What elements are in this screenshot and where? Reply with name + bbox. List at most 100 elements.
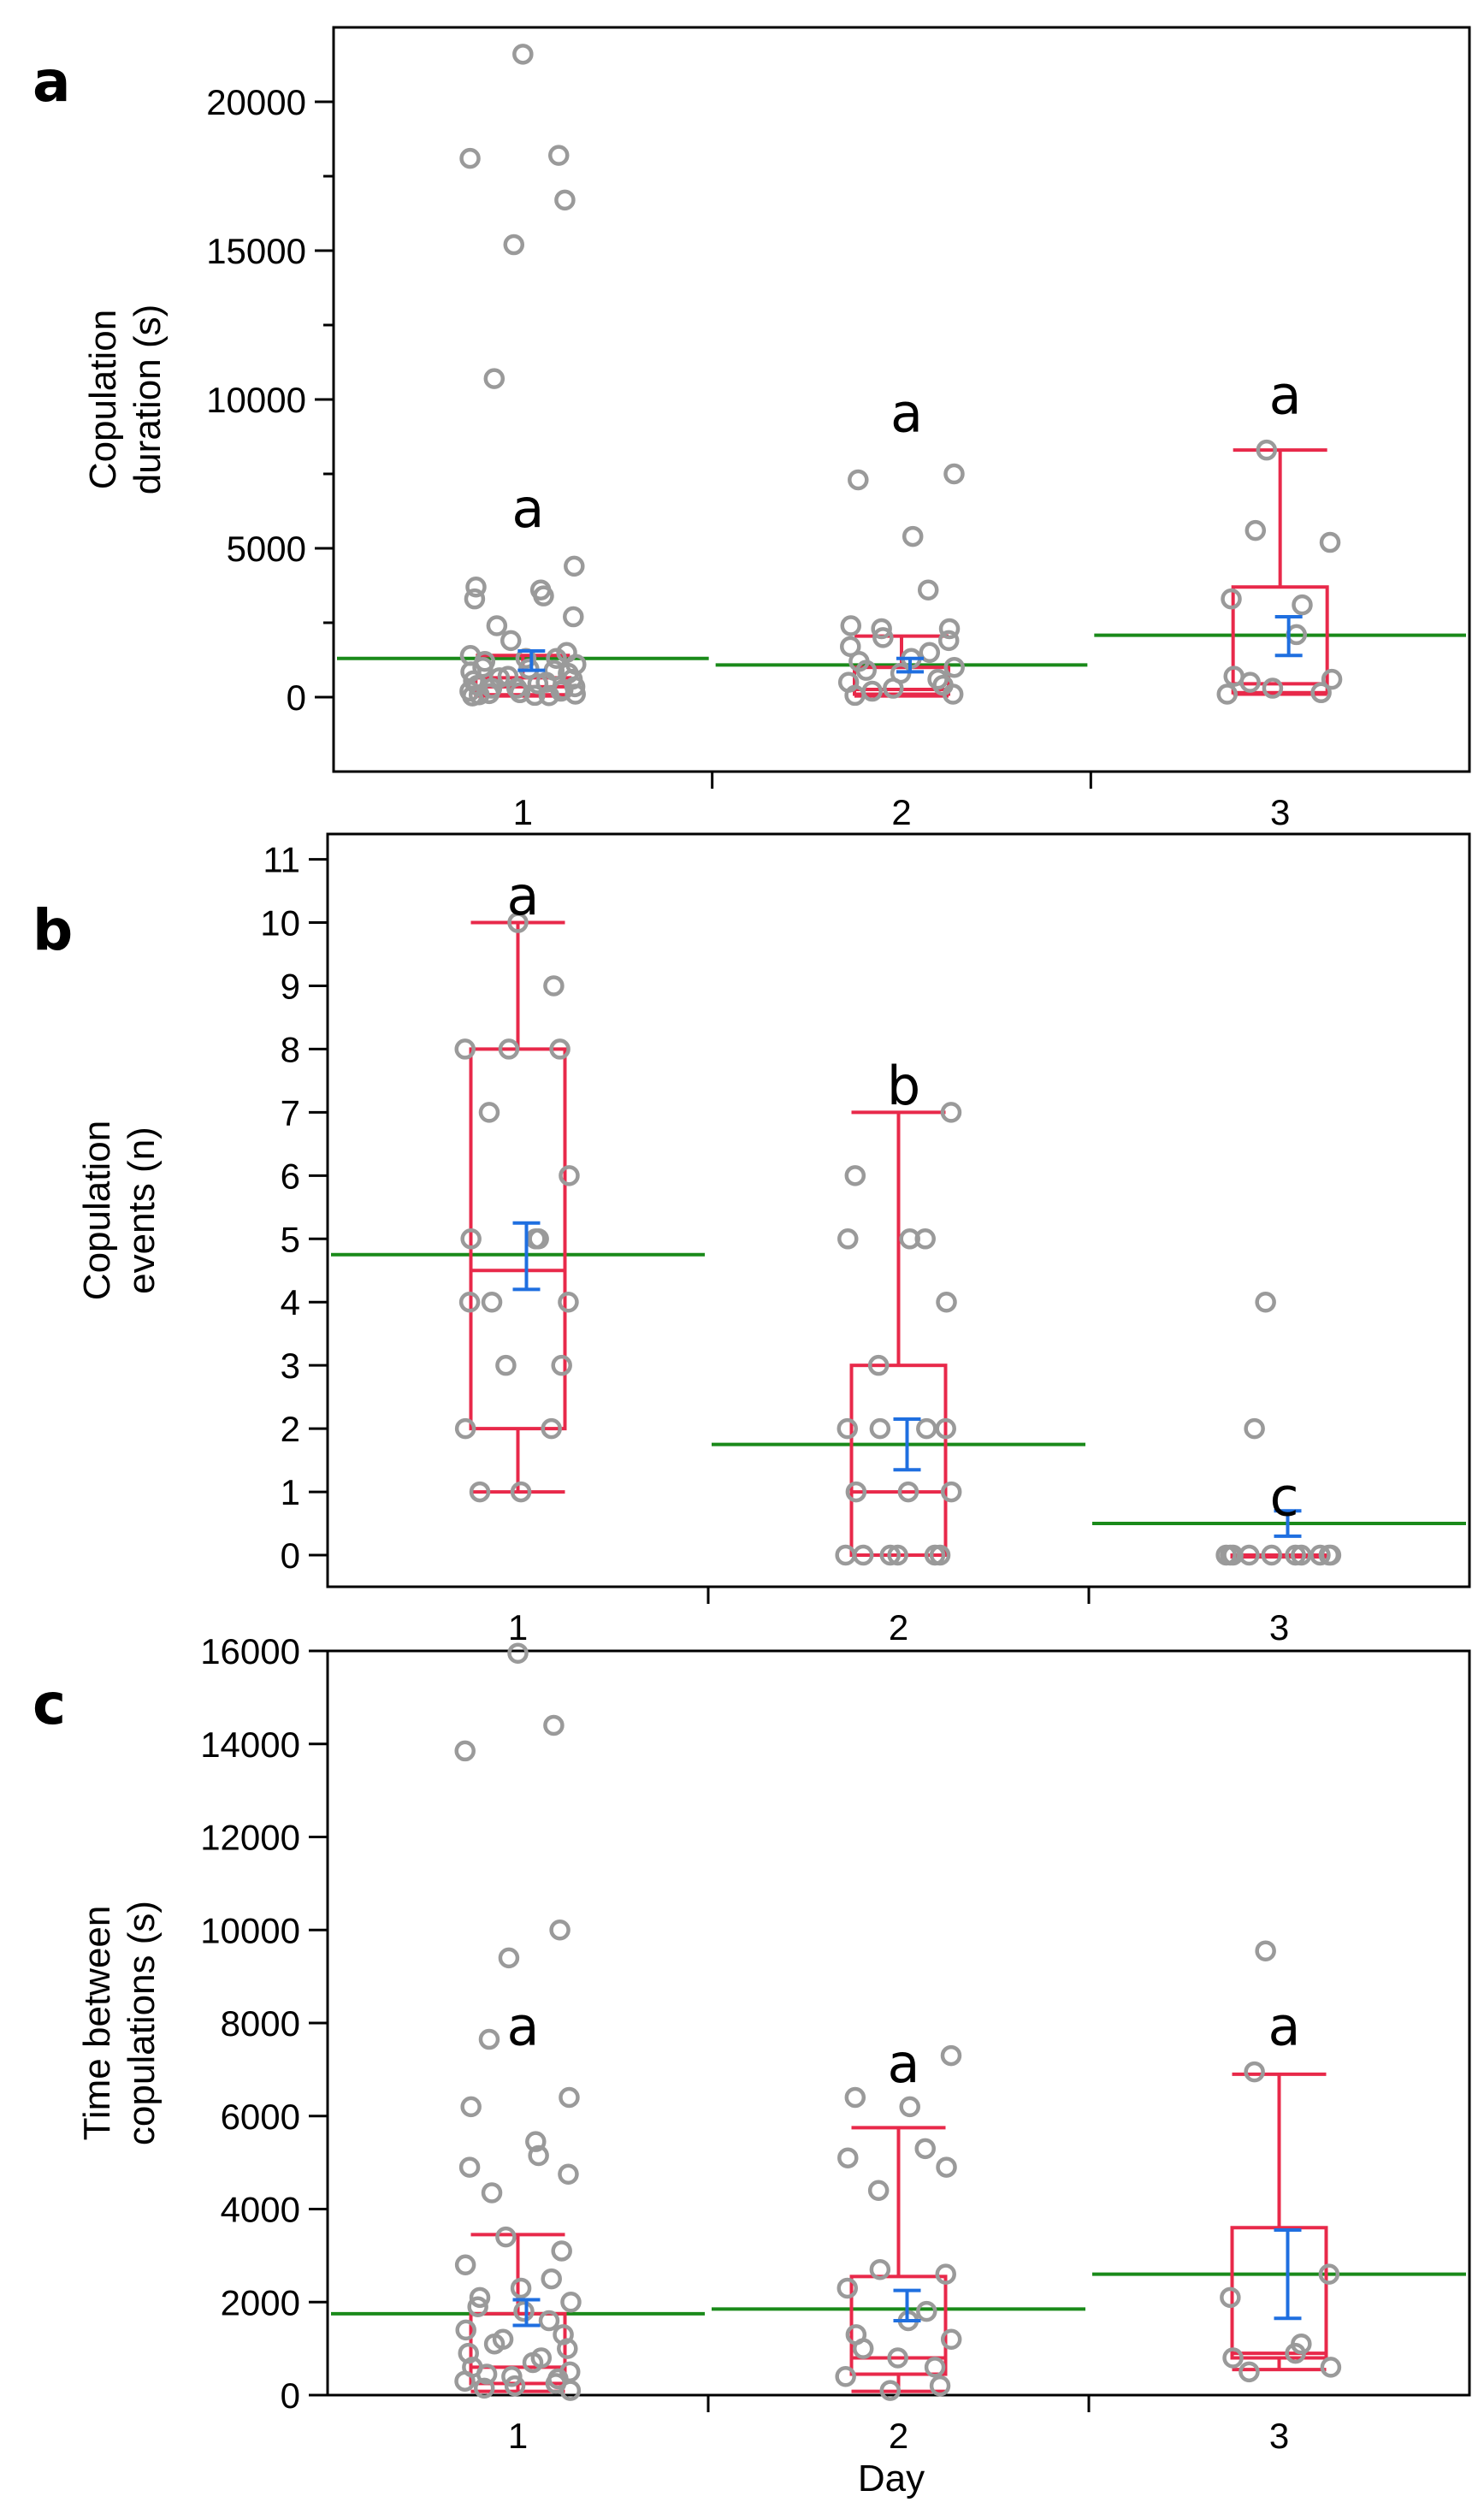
data-point xyxy=(522,2351,544,2374)
data-point xyxy=(565,683,586,705)
y-axis-title: Copulationduration (s) xyxy=(82,305,168,495)
data-point xyxy=(495,2226,517,2248)
data-point xyxy=(558,2163,579,2185)
data-point xyxy=(916,2300,937,2322)
data-point xyxy=(510,1481,532,1503)
data-point xyxy=(855,660,877,681)
y-tick-label: 10 xyxy=(260,903,300,944)
data-point xyxy=(510,2277,532,2299)
data-point xyxy=(455,2319,476,2341)
y-tick-label: 2 xyxy=(281,1409,300,1449)
data-point xyxy=(837,2277,859,2299)
data-point xyxy=(867,2180,890,2201)
data-point xyxy=(1261,1544,1282,1566)
data-point xyxy=(454,2254,476,2275)
data-point xyxy=(1215,1544,1237,1566)
data-point xyxy=(524,684,546,707)
data-point xyxy=(840,615,862,636)
data-point xyxy=(538,685,560,707)
data-point xyxy=(541,2268,562,2290)
data-point xyxy=(871,618,892,640)
y-tick-label: 16000 xyxy=(200,1631,300,1671)
data-point xyxy=(538,2310,560,2332)
significance-letter: b xyxy=(887,1055,920,1117)
data-point xyxy=(483,2333,505,2355)
data-point xyxy=(937,630,960,652)
data-point xyxy=(454,1417,476,1440)
significance-letter: a xyxy=(507,865,540,927)
data-point xyxy=(1239,671,1261,693)
data-point xyxy=(478,2028,500,2050)
y-axis-title: Time betweencopulations (s) xyxy=(76,1901,163,2145)
data-point xyxy=(498,1947,520,1969)
box-iqr xyxy=(1231,585,1329,695)
y-tick-label: 6 xyxy=(281,1156,300,1196)
data-point xyxy=(503,234,525,256)
data-point xyxy=(486,615,508,636)
x-tick-label: 2 xyxy=(891,792,911,832)
data-point xyxy=(454,2370,476,2392)
data-point xyxy=(525,2131,547,2152)
data-point xyxy=(835,1544,856,1566)
data-point xyxy=(1244,1417,1265,1440)
data-point xyxy=(869,1417,891,1440)
data-point xyxy=(551,1354,572,1376)
x-axis-title: Day xyxy=(858,2458,925,2499)
y-tick-label: 1 xyxy=(281,1472,300,1512)
data-point xyxy=(914,1228,936,1250)
data-point xyxy=(473,2377,495,2399)
data-point xyxy=(543,1714,565,1736)
data-point xyxy=(481,2182,503,2204)
data-point xyxy=(504,2375,526,2397)
data-point xyxy=(1320,2357,1342,2378)
y-tick-label: 8 xyxy=(281,1029,300,1069)
data-point xyxy=(513,2300,535,2322)
data-point xyxy=(887,1544,908,1566)
data-point xyxy=(1262,677,1284,699)
y-tick-label: 0 xyxy=(281,2375,300,2416)
data-point xyxy=(564,555,585,577)
x-tick-label: 3 xyxy=(1270,792,1290,832)
data-point xyxy=(495,1354,517,1376)
data-point xyxy=(837,1228,859,1250)
data-point xyxy=(844,1165,866,1186)
data-point xyxy=(1292,594,1313,616)
data-point xyxy=(1255,1940,1276,1961)
data-point xyxy=(837,1417,859,1440)
data-point xyxy=(560,2292,582,2313)
data-point xyxy=(557,2338,578,2359)
data-point xyxy=(454,1740,476,1762)
panel-letter: b xyxy=(33,897,73,963)
data-point xyxy=(549,1920,571,1941)
significance-letter: a xyxy=(1268,1995,1301,2057)
data-point xyxy=(897,1481,919,1503)
data-point xyxy=(940,1481,962,1503)
x-tick-label: 1 xyxy=(513,792,533,832)
y-tick-label: 9 xyxy=(281,966,300,1006)
data-point xyxy=(541,1417,562,1440)
y-tick-label: 5000 xyxy=(227,529,306,569)
y-tick-label: 12000 xyxy=(200,1818,300,1858)
data-point xyxy=(1244,2061,1265,2083)
data-point xyxy=(559,1165,580,1186)
y-axis-title-line: copulations (s) xyxy=(121,1901,163,2145)
data-point xyxy=(869,2258,891,2280)
x-tick-label: 3 xyxy=(1269,1607,1289,1647)
y-axis-title-line: events (n) xyxy=(121,1127,163,1294)
x-tick-label: 2 xyxy=(889,2416,908,2456)
significance-letter: a xyxy=(890,382,923,444)
data-point xyxy=(478,1102,500,1123)
data-point xyxy=(1239,2361,1260,2383)
data-point xyxy=(940,1102,962,1123)
data-point xyxy=(1285,2342,1306,2364)
significance-letter: c xyxy=(1269,1465,1298,1528)
data-point xyxy=(507,912,529,933)
data-point xyxy=(464,588,486,610)
data-point xyxy=(1256,439,1278,461)
data-point xyxy=(1321,668,1343,690)
data-point xyxy=(844,684,866,707)
data-point xyxy=(543,975,565,997)
data-point xyxy=(942,683,964,705)
data-point xyxy=(559,2380,582,2401)
